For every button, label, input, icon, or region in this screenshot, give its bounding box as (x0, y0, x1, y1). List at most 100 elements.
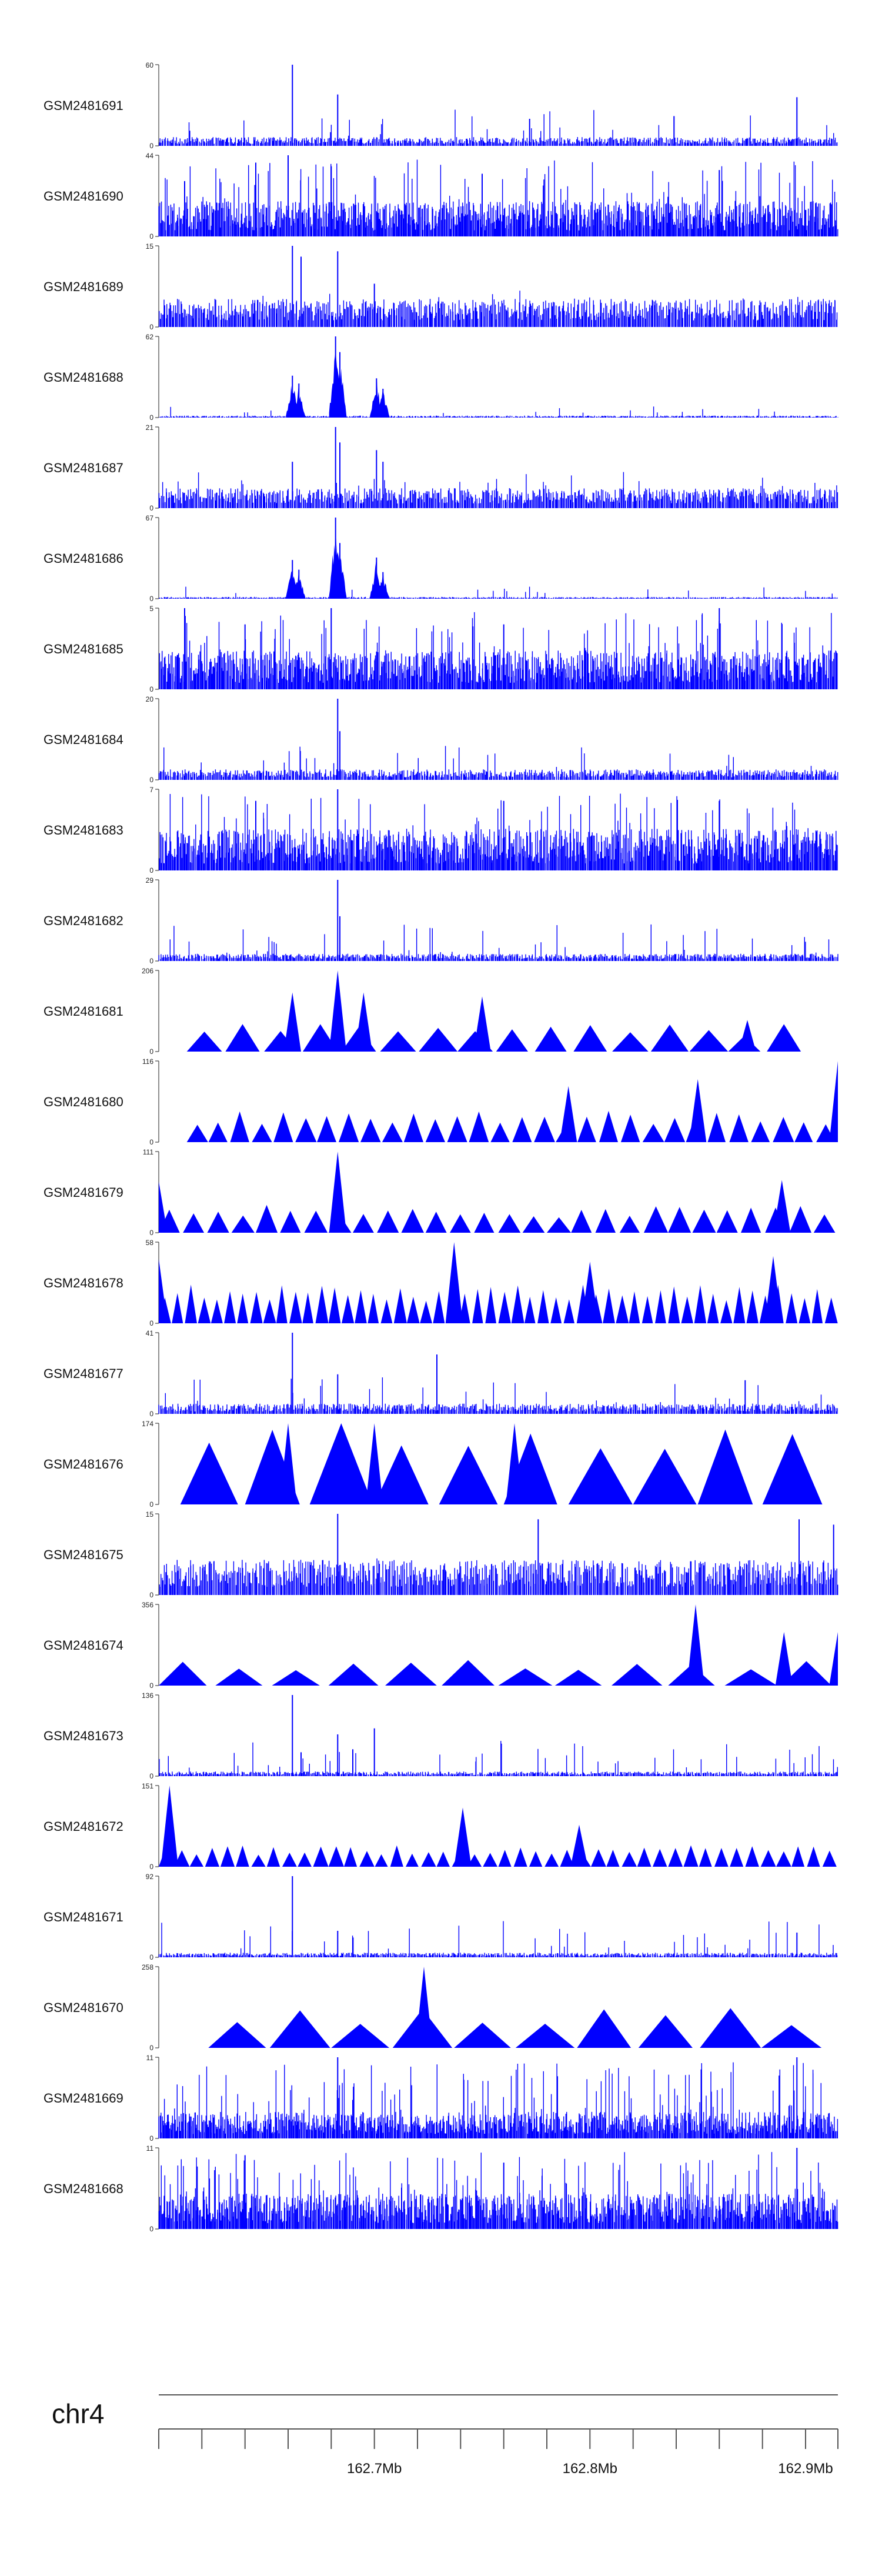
y-max-label: 20 (146, 695, 154, 703)
signal-bars (158, 924, 838, 961)
y-min-label: 0 (149, 2225, 153, 2233)
signal-bars (159, 1741, 838, 1776)
track-GSM2481672: GSM2481672 151 0 (44, 1782, 837, 1871)
track-GSM2481686: GSM2481686 67 0 (44, 514, 838, 603)
coverage-peak (473, 996, 491, 1052)
signal-bars (158, 1377, 838, 1414)
track-label: GSM2481676 (44, 1457, 123, 1471)
y-min-label: 0 (149, 232, 153, 241)
y-min-label: 0 (149, 595, 153, 603)
y-max-label: 15 (146, 242, 154, 251)
coverage-peak (689, 1079, 707, 1142)
coverage-peak (829, 1631, 838, 1686)
track-label: GSM2481675 (44, 1547, 123, 1562)
y-max-label: 11 (146, 2144, 154, 2153)
y-min-label: 0 (149, 2134, 153, 2143)
coverage-peak (279, 1423, 297, 1504)
signal-bars (159, 291, 838, 327)
y-min-label: 0 (149, 866, 153, 875)
y-max-label: 174 (142, 1420, 153, 1428)
coverage-peak (329, 970, 346, 1052)
signal-bars (158, 472, 838, 508)
track-label: GSM2481682 (44, 913, 123, 928)
coverage-peak (329, 1152, 346, 1233)
coverage-peak (454, 1807, 472, 1867)
track-label: GSM2481677 (44, 1366, 123, 1381)
coverage-peak (581, 1262, 599, 1323)
track-label: GSM2481678 (44, 1276, 123, 1290)
track-GSM2481675: GSM2481675 15 0 (44, 1510, 838, 1599)
y-min-label: 0 (149, 2044, 153, 2052)
coverage-peak (366, 1423, 383, 1504)
track-GSM2481673: GSM2481673 136 0 (44, 1691, 838, 1780)
coverage-peak (775, 1631, 793, 1686)
coverage-peak (161, 1786, 178, 1867)
coverage-peak (773, 1180, 791, 1233)
signal-bars (159, 586, 838, 599)
y-max-label: 7 (149, 786, 153, 794)
track-label: GSM2481679 (44, 1185, 123, 1200)
track-label: GSM2481686 (44, 551, 123, 566)
coverage-peak (159, 1259, 168, 1323)
y-min-label: 0 (149, 1591, 153, 1599)
coverage-peak (560, 1086, 577, 1142)
y-min-label: 0 (149, 1863, 153, 1871)
signal-bars (158, 1921, 838, 1957)
y-min-label: 0 (149, 1410, 153, 1418)
y-min-label: 0 (149, 504, 153, 512)
track-label: GSM2481685 (44, 642, 123, 656)
y-max-label: 111 (143, 1148, 154, 1156)
track-label: GSM2481689 (44, 279, 123, 294)
coverage-area (159, 1284, 838, 1323)
y-min-label: 0 (149, 1500, 153, 1509)
track-label: GSM2481674 (44, 1638, 123, 1653)
y-max-label: 206 (142, 967, 153, 975)
track-GSM2481687: GSM2481687 21 0 (44, 423, 838, 512)
track-GSM2481680: GSM2481680 116 0 (44, 1057, 838, 1146)
coverage-area (159, 1660, 831, 1686)
y-max-label: 11 (146, 2054, 154, 2062)
track-GSM2481670: GSM2481670 258 0 (44, 1963, 822, 2052)
track-label: GSM2481673 (44, 1729, 123, 1743)
y-max-label: 151 (142, 1782, 153, 1790)
signal-bars (159, 793, 838, 870)
y-min-label: 0 (149, 413, 153, 422)
coverage-peak (687, 1604, 704, 1686)
y-min-label: 0 (149, 1047, 153, 1056)
signal-bars (159, 1558, 838, 1595)
track-label: GSM2481680 (44, 1095, 123, 1109)
coverage-peak (283, 992, 301, 1052)
y-min-label: 0 (149, 142, 153, 150)
y-max-label: 21 (146, 423, 154, 432)
y-max-label: 5 (149, 605, 153, 613)
track-GSM2481685: GSM2481685 5 0 (44, 605, 838, 693)
coverage-peak (570, 1824, 588, 1867)
signal-bars (159, 612, 838, 689)
y-max-label: 41 (146, 1329, 154, 1337)
y-max-label: 136 (142, 1691, 153, 1700)
y-max-label: 62 (146, 333, 154, 341)
y-min-label: 0 (149, 776, 153, 784)
coverage-peak (159, 1182, 168, 1233)
track-label: GSM2481668 (44, 2181, 123, 2196)
y-max-label: 29 (146, 876, 154, 885)
track-GSM2481683: GSM2481683 7 0 (44, 786, 838, 875)
coverage-peak (415, 1967, 433, 2048)
track-GSM2481691: GSM2481691 60 0 (44, 61, 838, 150)
track-GSM2481689: GSM2481689 15 0 (44, 242, 838, 331)
y-min-label: 0 (149, 1953, 153, 1961)
y-max-label: 356 (142, 1601, 153, 1609)
y-min-label: 0 (149, 1319, 153, 1327)
track-label: GSM2481688 (44, 370, 123, 385)
coverage-area (159, 1845, 837, 1867)
track-label: GSM2481669 (44, 2091, 123, 2105)
coverage-peak (355, 992, 372, 1052)
track-GSM2481671: GSM2481671 92 0 (44, 1873, 838, 1961)
coverage-area (159, 1204, 836, 1233)
y-min-label: 0 (149, 957, 153, 965)
track-GSM2481681: GSM2481681 206 0 (44, 967, 801, 1056)
y-max-label: 116 (142, 1057, 153, 1066)
y-max-label: 67 (146, 514, 154, 522)
coverage-peak (764, 1256, 782, 1323)
